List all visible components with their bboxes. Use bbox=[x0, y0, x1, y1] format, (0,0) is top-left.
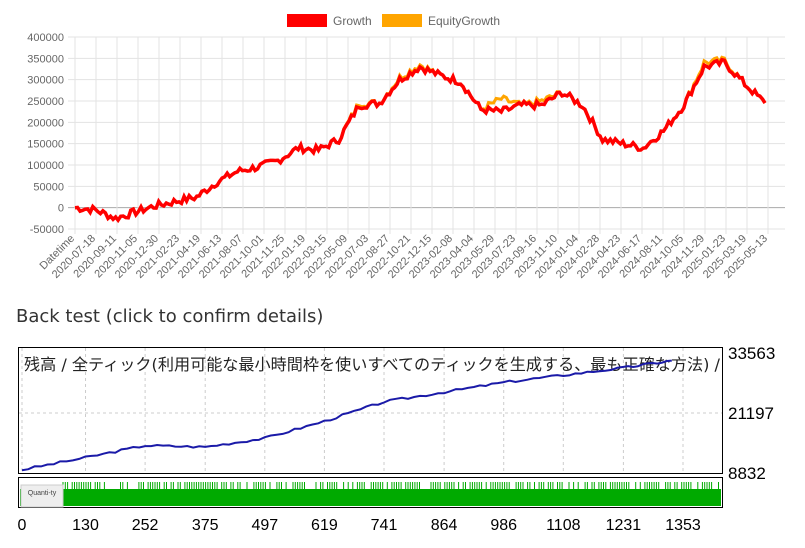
growth-chart: Growth EquityGrowth -50000 0 50000 100000 15… bbox=[27, 14, 785, 281]
legend-label-growth: Growth bbox=[333, 14, 372, 28]
y-tick-label: 200000 bbox=[27, 117, 64, 129]
y-tick-label: 50000 bbox=[33, 181, 64, 193]
legend-label-equity: EquityGrowth bbox=[428, 14, 500, 28]
balance-line bbox=[21, 359, 672, 472]
x-tick-label: 1231 bbox=[606, 517, 642, 534]
x-tick-label: 130 bbox=[72, 517, 99, 534]
x-tick-label: 864 bbox=[431, 517, 458, 534]
x-tick-label: 375 bbox=[192, 517, 219, 534]
x-tick-label: 497 bbox=[251, 517, 278, 534]
backtest-chart[interactable]: 残高 / 全ティック(利用可能な最小時間枠を使いすべてのティックを生成する、最も… bbox=[0, 340, 805, 548]
y-tick-label: 400000 bbox=[27, 32, 64, 44]
legend-swatch-growth bbox=[287, 14, 327, 27]
legend-swatch-equity bbox=[382, 14, 422, 27]
quantity-label: Quanti-ty bbox=[28, 490, 57, 497]
legend: Growth EquityGrowth bbox=[287, 14, 500, 28]
series-equitygrowth-line bbox=[74, 55, 767, 223]
y-tick-label: 8832 bbox=[728, 464, 766, 483]
y-tick-label: 100000 bbox=[27, 160, 64, 172]
x-tick-label: 1108 bbox=[546, 517, 581, 534]
x-tick-label: 1353 bbox=[665, 517, 701, 534]
y-tick-label: 150000 bbox=[27, 139, 64, 151]
y-tick-label: -50000 bbox=[30, 224, 64, 236]
x-tick-label: 741 bbox=[371, 517, 398, 534]
x-tick-label: 986 bbox=[490, 517, 517, 534]
y-tick-label: 300000 bbox=[27, 75, 64, 87]
y-tick-label: 0 bbox=[58, 203, 64, 215]
x-tick-label: 0 bbox=[18, 517, 27, 534]
balance-chart-title: 残高 / 全ティック(利用可能な最小時間枠を使いすべてのティックを生成する、最も… bbox=[24, 355, 721, 374]
quantity-bars bbox=[20, 489, 721, 506]
x-tick-label: 619 bbox=[311, 517, 338, 534]
x-tick-label: 252 bbox=[132, 517, 159, 534]
series-growth-line bbox=[74, 57, 767, 224]
y-tick-label: 33563 bbox=[728, 344, 775, 363]
balance-pane bbox=[18, 347, 723, 474]
y-tick-label: 21197 bbox=[728, 404, 774, 423]
quantity-label-box bbox=[20, 484, 64, 508]
y-tick-label: 350000 bbox=[27, 53, 64, 65]
backtest-title[interactable]: Back test (click to confirm details) bbox=[16, 306, 324, 327]
y-tick-label: 250000 bbox=[27, 96, 64, 108]
